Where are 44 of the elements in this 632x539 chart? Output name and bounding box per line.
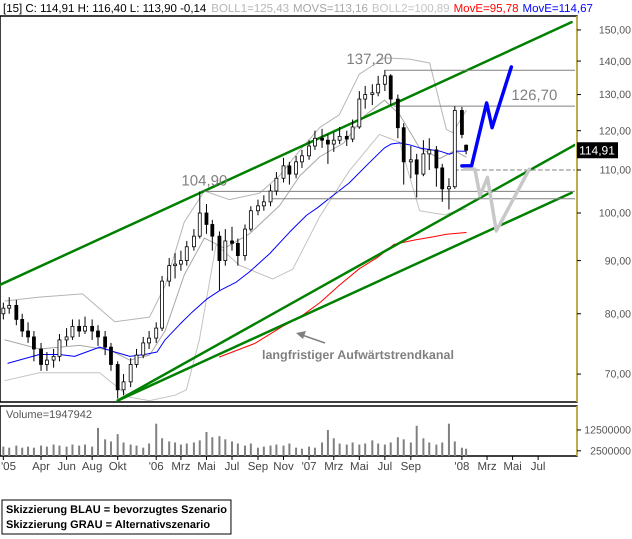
y-tick-label: 120,00	[598, 125, 632, 138]
y-tick-label: 70,00	[604, 368, 632, 381]
x-tick-label: Mrz	[171, 461, 191, 473]
y-tick-label: 150,00	[598, 24, 632, 37]
text: BOLL1=125,43	[211, 3, 290, 15]
x-tick-label: '08	[454, 461, 470, 473]
x-tick-label: '05	[0, 461, 16, 473]
x-tick-label: Mrz	[324, 461, 344, 473]
text: Skizzierung GRAU = Alternativszenario	[6, 519, 210, 531]
y-tick-label: 80,00	[604, 308, 632, 320]
text: MovE=95,78	[454, 3, 518, 15]
text: BOLL2=100,89	[372, 3, 450, 15]
x-tick-label: Mai	[197, 461, 216, 473]
x-tick-label: Sep	[248, 461, 268, 473]
y-tick-label: 2500000	[590, 445, 632, 458]
annotation: 137,20	[346, 51, 392, 68]
y-tick-label: 90,00	[604, 255, 632, 268]
x-tick-label: Jul	[224, 461, 240, 473]
x-tick-label: Apr	[32, 461, 50, 473]
y-tick-label: 12500000	[584, 424, 632, 437]
x-tick-label: Nov	[273, 461, 294, 473]
annotation: langfristiger Aufwärtstrendkanal	[262, 348, 454, 362]
text: Skizzierung BLAU = bevorzugtes Szenario	[6, 504, 228, 516]
x-tick-label: Mai	[503, 461, 522, 473]
x-tick-label: Sep	[400, 461, 422, 473]
text: MOVS=113,16	[293, 3, 368, 15]
x-tick-label: Jun	[57, 461, 76, 473]
chart-title: Volume=1947942	[6, 409, 92, 421]
x-tick-label: Jul	[530, 461, 546, 473]
text: MovE=114,67	[522, 3, 593, 15]
x-tick-label: Mai	[350, 461, 369, 473]
annotation: 126,70	[511, 87, 558, 104]
x-tick-label: Mrz	[477, 461, 497, 473]
x-tick-label: '07	[302, 461, 317, 473]
x-tick-label: '06	[148, 461, 164, 473]
y-tick-label: 100,00	[598, 208, 632, 220]
y-tick-label: 140,00	[598, 56, 632, 68]
x-tick-label: Aug	[82, 461, 102, 473]
x-tick-label: Okt	[108, 461, 128, 473]
chart-title: [15] C: 114,91 H: 116,40 L: 113,90 -0,14	[3, 3, 207, 15]
y-tick-label: 130,00	[598, 89, 632, 102]
y-tick-label: 110,00	[600, 164, 632, 177]
x-tick-label: Jul	[378, 461, 392, 473]
annotation: 104,90	[181, 172, 228, 190]
